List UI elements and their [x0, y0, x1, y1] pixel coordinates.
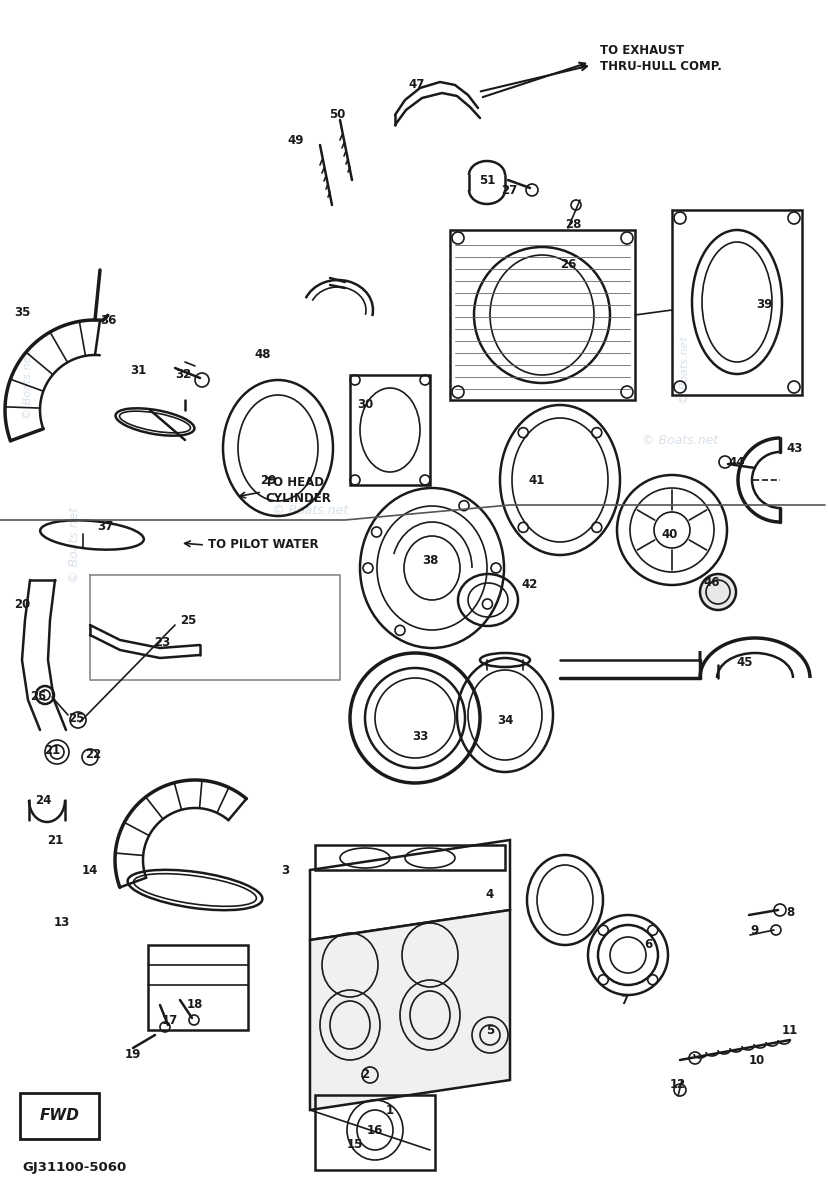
Text: 3: 3: [281, 864, 289, 876]
Text: 30: 30: [356, 398, 373, 412]
Text: 38: 38: [421, 553, 438, 566]
Text: TO EXHAUST
THRU-HULL COMP.: TO EXHAUST THRU-HULL COMP.: [599, 43, 721, 72]
Text: 48: 48: [254, 348, 271, 361]
FancyBboxPatch shape: [20, 1093, 99, 1139]
Text: 21: 21: [44, 744, 60, 756]
Text: 45: 45: [736, 656, 753, 670]
Text: 4: 4: [485, 888, 493, 901]
Text: 22: 22: [84, 749, 101, 762]
Text: © Boats.net: © Boats.net: [641, 433, 717, 446]
Text: 33: 33: [412, 731, 427, 744]
Text: 25: 25: [30, 690, 46, 703]
Polygon shape: [310, 910, 509, 1110]
Text: 24: 24: [35, 793, 51, 806]
Text: 8: 8: [785, 906, 793, 919]
Bar: [315, 845, 504, 870]
Text: 47: 47: [408, 78, 425, 91]
Text: 19: 19: [125, 1049, 141, 1062]
Text: 13: 13: [54, 917, 70, 930]
Text: 32: 32: [175, 368, 191, 382]
Text: 6: 6: [643, 938, 652, 952]
Text: 25: 25: [68, 712, 84, 725]
Polygon shape: [310, 840, 509, 940]
Text: 28: 28: [564, 218, 580, 232]
Text: 10: 10: [748, 1054, 764, 1067]
Text: 12: 12: [669, 1079, 686, 1092]
Text: 31: 31: [130, 364, 146, 377]
Text: 27: 27: [500, 184, 517, 197]
Text: 18: 18: [186, 998, 203, 1012]
Text: 34: 34: [496, 714, 513, 726]
Text: 49: 49: [287, 133, 304, 146]
Text: 15: 15: [346, 1139, 363, 1152]
Text: 17: 17: [161, 1014, 178, 1026]
Text: FWD: FWD: [40, 1109, 79, 1123]
Text: © Boats.net: © Boats.net: [69, 506, 81, 583]
Text: 26: 26: [559, 258, 575, 271]
Text: 14: 14: [82, 864, 98, 876]
Text: 39: 39: [755, 299, 771, 312]
Text: 41: 41: [528, 474, 545, 486]
Text: 5: 5: [485, 1024, 493, 1037]
Text: 35: 35: [14, 306, 30, 318]
Text: 1: 1: [386, 1104, 393, 1116]
Text: 2: 2: [360, 1068, 368, 1081]
Text: 7: 7: [619, 994, 628, 1007]
Text: © Boats.net: © Boats.net: [23, 352, 33, 419]
Text: 20: 20: [14, 599, 30, 612]
Bar: [315, 1094, 435, 1170]
Text: 40: 40: [661, 528, 677, 541]
Circle shape: [699, 574, 735, 610]
Text: 44: 44: [728, 456, 744, 468]
Text: 50: 50: [329, 108, 344, 121]
Text: 36: 36: [99, 313, 116, 326]
Text: TO HEAD
CYLINDER: TO HEAD CYLINDER: [265, 475, 330, 504]
Text: 29: 29: [259, 474, 276, 486]
Text: 23: 23: [154, 636, 170, 649]
Text: © Boats.net: © Boats.net: [272, 504, 348, 516]
Text: TO PILOT WATER: TO PILOT WATER: [208, 538, 318, 551]
Bar: [349, 374, 430, 485]
Text: 9: 9: [750, 924, 758, 936]
Text: 21: 21: [47, 834, 63, 846]
Text: 37: 37: [97, 521, 113, 534]
Text: © Boats.net: © Boats.net: [679, 336, 689, 404]
Text: 11: 11: [781, 1024, 797, 1037]
Bar: [148, 946, 248, 1030]
Bar: [672, 210, 801, 395]
Text: GJ31100-5060: GJ31100-5060: [22, 1162, 126, 1175]
Text: 43: 43: [786, 442, 802, 455]
Text: 51: 51: [479, 174, 494, 186]
Bar: [450, 230, 634, 400]
Text: 16: 16: [366, 1123, 383, 1136]
Text: 46: 46: [703, 576, 720, 589]
Text: 25: 25: [180, 613, 196, 626]
Text: 42: 42: [521, 578, 537, 592]
